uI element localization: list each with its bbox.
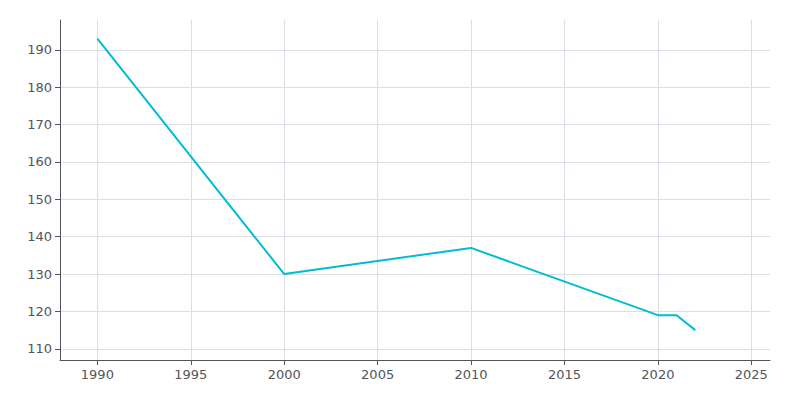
- svg-text:2020: 2020: [641, 367, 674, 382]
- svg-text:180: 180: [27, 80, 52, 95]
- svg-text:2000: 2000: [268, 367, 301, 382]
- svg-text:160: 160: [27, 154, 52, 169]
- svg-text:2005: 2005: [361, 367, 394, 382]
- svg-text:140: 140: [27, 229, 52, 244]
- svg-text:110: 110: [27, 341, 52, 356]
- svg-text:130: 130: [27, 267, 52, 282]
- svg-text:2015: 2015: [548, 367, 581, 382]
- svg-text:2010: 2010: [455, 367, 488, 382]
- svg-text:2025: 2025: [735, 367, 768, 382]
- svg-text:170: 170: [27, 117, 52, 132]
- svg-text:190: 190: [27, 42, 52, 57]
- svg-text:120: 120: [27, 304, 52, 319]
- svg-text:1995: 1995: [174, 367, 207, 382]
- svg-text:150: 150: [27, 192, 52, 207]
- svg-text:1990: 1990: [81, 367, 114, 382]
